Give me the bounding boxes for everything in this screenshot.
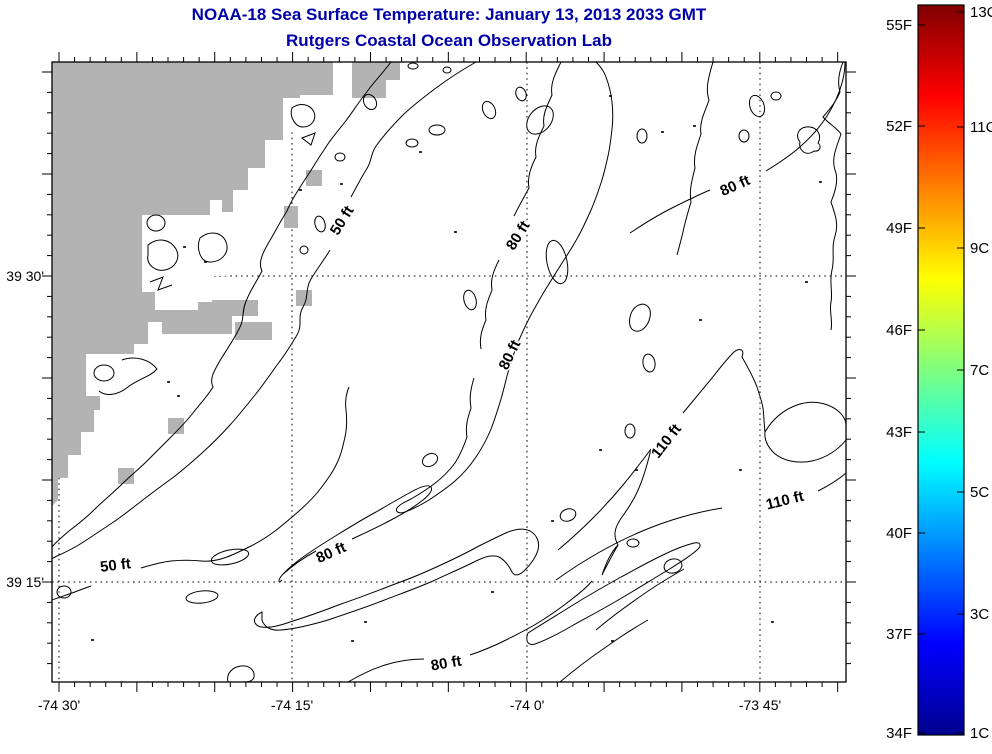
- land-block: [168, 418, 184, 434]
- bay-area: [86, 354, 194, 410]
- contour-label: 50 ft: [327, 203, 358, 238]
- contour-80ft: [545, 239, 569, 285]
- contour-80ft: [469, 580, 593, 656]
- colorbar-f-label: 55F: [886, 17, 912, 34]
- colorbar-c-label: 1C: [970, 725, 989, 742]
- colorbar: 55F 52F 49F 46F 43F 40F 37F 34F 13C 11C 9C 7C 5C 3C 1C: [886, 4, 992, 742]
- contour-label: 110 ft: [764, 488, 805, 514]
- contour-50ft: [350, 61, 477, 198]
- contour-80ft: [765, 61, 846, 172]
- contour-50ft: [51, 585, 92, 601]
- x-axis-label: -74 15': [271, 697, 313, 713]
- land-block: [296, 290, 312, 306]
- contour-label: 50 ft: [99, 555, 132, 576]
- contour-label: 80 ft: [718, 172, 753, 200]
- contour-80ft: [513, 61, 562, 217]
- figure-title: NOAA-18 Sea Surface Temperature: January…: [192, 5, 707, 24]
- colorbar-c-label: 11C: [970, 119, 992, 136]
- colorbar-f-label: 52F: [886, 118, 912, 135]
- contour-label: 80 ft: [430, 653, 463, 675]
- contour-110ft: [557, 448, 652, 551]
- depth-contours: [51, 61, 847, 683]
- land-block: [118, 468, 134, 484]
- land-polygon: [52, 62, 333, 506]
- contour-110ft: [559, 568, 685, 683]
- x-axis-label: -74 30': [38, 697, 80, 713]
- contour-110ft: [682, 349, 764, 414]
- contour-80ft: [396, 61, 614, 514]
- colorbar-c-label: 9C: [970, 240, 989, 257]
- colorbar-c-label: 7C: [970, 362, 989, 379]
- contour-110ft: [555, 507, 723, 581]
- contour-label: 80 ft: [314, 539, 349, 567]
- colorbar-f-label: 43F: [886, 424, 912, 441]
- contour-80ft: [676, 61, 714, 256]
- figure-subtitle: Rutgers Coastal Ocean Observation Lab: [286, 31, 612, 50]
- contour-110ft: [762, 401, 847, 463]
- land-block: [306, 170, 322, 186]
- contour-label: 110 ft: [648, 421, 685, 462]
- contour-80ft: [526, 105, 554, 135]
- contour-80ft: [278, 485, 432, 583]
- map-frame: [51, 61, 847, 683]
- contour-80ft: [463, 289, 477, 311]
- colorbar-f-label: 34F: [886, 725, 912, 742]
- contour-80ft: [254, 528, 540, 631]
- land-block: [235, 322, 272, 340]
- colorbar-labels: 55F 52F 49F 46F 43F 40F 37F 34F 13C 11C 9C 7C 5C 3C 1C: [886, 4, 992, 742]
- axis-ticks: [42, 52, 856, 692]
- colorbar-c-label: 3C: [970, 606, 989, 623]
- colorbar-c-label: 13C: [970, 4, 992, 21]
- colorbar-f-label: 40F: [886, 525, 912, 542]
- x-axis-label: -73 45': [739, 697, 781, 713]
- contour-80ft: [629, 189, 711, 234]
- contour-80ft: [421, 452, 439, 468]
- contour-80ft: [347, 658, 425, 683]
- axis-labels: -74 30' -74 15' -74 0' -73 45' 39 30' 39 15': [6, 268, 781, 713]
- contour-50ft: [140, 386, 350, 569]
- land-mask: [52, 62, 400, 506]
- contour-110ft: [601, 448, 652, 576]
- colorbar-c-label: 5C: [970, 484, 989, 501]
- contour-110ft: [817, 472, 847, 492]
- coastline: [51, 61, 392, 548]
- colorbar-f-label: 46F: [886, 322, 912, 339]
- contour-specks: [91, 95, 822, 642]
- land-block: [284, 206, 298, 228]
- contour-80ft: [479, 259, 500, 350]
- colorbar-gradient: [917, 4, 965, 736]
- colorbar-f-label: 37F: [886, 626, 912, 643]
- colorbar-f-label: 49F: [886, 220, 912, 237]
- contour-110ft: [822, 61, 844, 331]
- colorbar-ticks: [918, 11, 964, 734]
- y-axis-label: 39 15': [6, 574, 44, 590]
- x-axis-label: -74 0': [510, 697, 545, 713]
- contour-110ft: [526, 542, 701, 645]
- y-axis-label: 39 30': [6, 268, 44, 284]
- contour-label: 80 ft: [496, 337, 525, 372]
- contour-label: 80 ft: [503, 218, 534, 253]
- contour-50ft: [51, 249, 331, 560]
